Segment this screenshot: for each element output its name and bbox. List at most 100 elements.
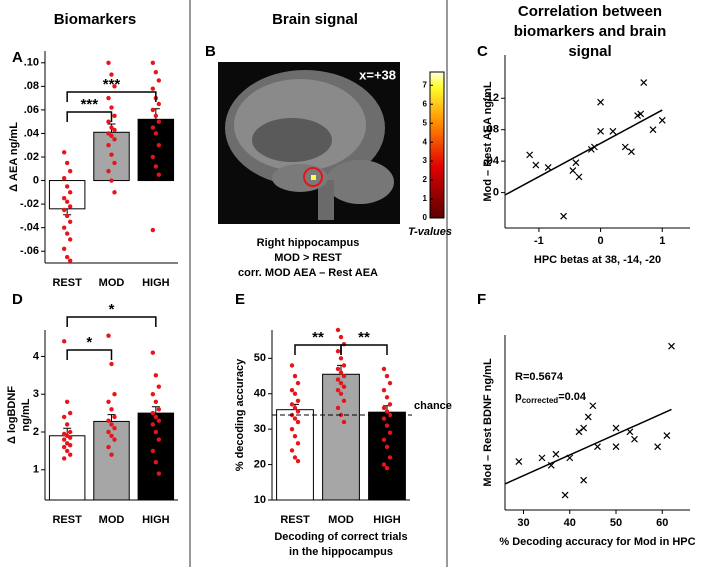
y-axis-label: Mod – Rest BDNF ng/mL [482, 358, 494, 487]
data-point [338, 370, 344, 375]
data-point [64, 399, 70, 404]
data-point [384, 373, 390, 379]
x-tick-label: 30 [517, 517, 529, 529]
data-point [156, 101, 162, 107]
x-tick-label: REST [52, 277, 82, 289]
data-point [580, 424, 588, 432]
data-point [109, 433, 114, 438]
x-tick-label: -1 [534, 235, 544, 247]
data-point [335, 405, 341, 411]
brain-image [218, 62, 400, 224]
significance-bracket [66, 316, 157, 327]
panel-letter: B [205, 43, 216, 60]
y-tick-label: 10 [254, 494, 266, 506]
bar [137, 118, 175, 182]
data-point [64, 254, 70, 260]
data-point [668, 342, 675, 350]
bar [93, 420, 130, 501]
data-point [381, 462, 387, 467]
data-point [156, 407, 162, 412]
x-tick-label: 60 [656, 517, 668, 529]
data-point [292, 434, 298, 439]
data-point [338, 334, 344, 340]
data-point [106, 333, 111, 338]
data-point [112, 426, 117, 431]
data-point [112, 190, 117, 195]
data-point [61, 150, 67, 155]
data-point [387, 402, 393, 407]
data-point [67, 219, 73, 224]
y-tick-label: 50 [254, 352, 266, 364]
data-point [109, 133, 114, 138]
data-point [292, 391, 298, 396]
y-tick-label: 30 [254, 423, 266, 435]
significance-label: * [86, 334, 92, 351]
data-point [381, 388, 387, 393]
data-point [106, 399, 111, 404]
x-tick-label: REST [52, 514, 82, 526]
data-point [150, 448, 156, 454]
column-header: signal [568, 43, 611, 60]
significance-bracket [294, 344, 342, 355]
data-point [106, 143, 111, 148]
data-point [153, 460, 159, 465]
data-point [150, 410, 156, 416]
significance-bracket [66, 111, 113, 122]
y-axis-label: ng/mL [20, 398, 32, 431]
y-tick-label: 0 [493, 187, 499, 199]
panel-letter: A [12, 49, 23, 66]
data-point [335, 327, 341, 333]
data-point [109, 105, 114, 110]
y-tick-label: .08 [24, 80, 39, 92]
colorbar-tick-label: 0 [423, 213, 428, 222]
data-point [289, 388, 295, 393]
column-header: Brain signal [272, 11, 358, 28]
panel-letter: D [12, 291, 23, 308]
data-point [64, 231, 70, 236]
data-point [112, 113, 117, 118]
colorbar-tick-label: 6 [423, 99, 428, 108]
data-point [156, 172, 162, 177]
data-point [106, 131, 111, 136]
y-tick-label: -.02 [20, 198, 39, 210]
y-tick-label: .04 [24, 127, 40, 139]
data-point [538, 454, 546, 462]
colorbar [429, 71, 445, 219]
x-tick-label: MOD [99, 514, 125, 526]
data-point [150, 60, 156, 65]
stat-r: R=0.5674 [515, 371, 564, 383]
data-point [112, 414, 117, 420]
data-point [61, 437, 67, 442]
data-point [572, 159, 580, 167]
data-point [532, 161, 540, 169]
data-point [387, 430, 393, 435]
x-tick-label: 0 [598, 235, 604, 247]
data-point [61, 225, 67, 230]
data-point [112, 160, 117, 166]
data-point [384, 395, 390, 400]
stat-p-part: =0.04 [558, 391, 587, 403]
data-point [150, 154, 156, 160]
bar [276, 409, 314, 501]
data-point [64, 422, 70, 427]
y-axis-label: Δ AEA ng/mL [8, 122, 20, 192]
y-tick-label: 1 [33, 464, 39, 476]
significance-label: *** [103, 76, 121, 93]
significance-bracket [66, 91, 157, 102]
data-point [384, 444, 390, 450]
data-point [150, 86, 156, 91]
x-tick-label: MOD [99, 277, 125, 289]
data-point [153, 113, 159, 118]
data-point [584, 413, 592, 421]
data-point [109, 152, 114, 157]
x-tick-label: MOD [328, 514, 354, 526]
data-point [552, 450, 560, 458]
data-point [575, 428, 583, 436]
data-point [64, 448, 70, 454]
chance-label: chance [414, 400, 452, 412]
data-point [627, 148, 635, 156]
y-tick-label: .10 [24, 57, 39, 69]
y-tick-label: .12 [484, 92, 499, 104]
data-point [387, 380, 393, 386]
data-point [106, 418, 111, 423]
